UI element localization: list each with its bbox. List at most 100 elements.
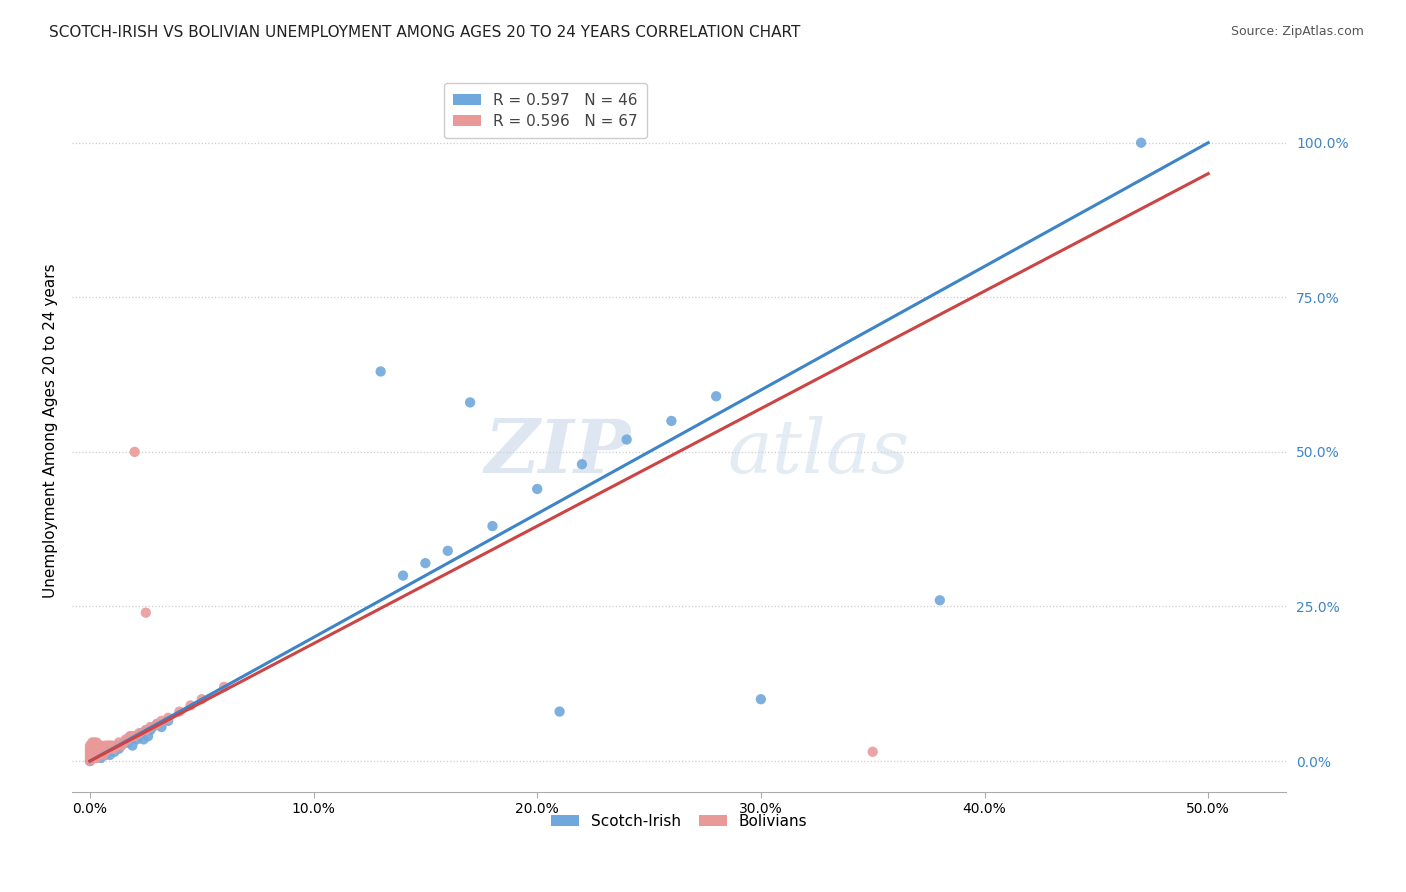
Point [117,735,139,749]
Point [86,747,108,762]
Point [91,745,114,759]
Point [97,741,120,756]
Point [90,751,112,765]
Point [157,711,180,725]
Point [94,745,117,759]
Point [704,389,727,403]
Point [190,692,212,706]
Point [616,433,638,447]
Point [548,705,571,719]
Point [114,732,136,747]
Point [128,726,150,740]
Point [110,739,132,753]
Point [101,741,124,756]
Point [82,735,104,749]
Point [120,729,142,743]
Point [82,741,104,756]
Text: SCOTCH-IRISH VS BOLIVIAN UNEMPLOYMENT AMONG AGES 20 TO 24 YEARS CORRELATION CHAR: SCOTCH-IRISH VS BOLIVIAN UNEMPLOYMENT AM… [49,25,800,40]
Point [125,732,148,747]
Point [121,739,143,753]
Point [79,747,101,762]
Text: atlas: atlas [728,416,910,488]
Point [124,729,146,743]
Point [101,739,124,753]
Point [146,717,169,731]
Point [83,735,105,749]
Point [392,568,415,582]
Point [139,723,162,738]
Point [90,747,112,762]
Point [526,482,548,496]
Point [83,745,105,759]
Point [79,741,101,756]
Point [82,739,104,753]
Point [94,741,117,756]
Point [79,751,101,765]
Point [571,457,593,471]
Point [121,729,143,743]
Point [86,735,108,749]
Point [1130,136,1153,150]
Point [79,754,101,768]
Point [108,741,131,756]
Point [415,556,437,570]
Point [212,680,235,694]
Point [87,739,110,753]
Y-axis label: Unemployment Among Ages 20 to 24 years: Unemployment Among Ages 20 to 24 years [44,263,58,598]
Point [101,741,124,756]
Point [135,606,157,620]
Point [124,729,146,743]
Point [105,739,128,753]
Point [661,414,683,428]
Point [79,745,101,759]
Point [146,717,169,731]
Point [481,519,503,533]
Point [117,732,139,747]
Point [136,729,159,743]
Point [862,745,884,759]
Text: Source: ZipAtlas.com: Source: ZipAtlas.com [1230,25,1364,38]
Point [86,745,108,759]
Point [114,735,136,749]
Point [83,747,105,762]
Point [83,751,105,765]
Point [157,714,180,728]
Point [141,720,163,734]
Point [749,692,772,706]
Point [180,698,202,713]
Point [94,739,117,753]
Point [108,735,131,749]
Point [103,741,125,756]
Point [131,726,153,740]
Point [110,739,132,753]
Point [91,741,114,756]
Point [82,751,104,765]
Point [83,747,105,762]
Point [79,754,101,768]
Point [87,745,110,759]
Point [97,741,120,756]
Point [82,745,104,759]
Point [105,739,128,753]
Point [458,395,481,409]
Point [124,445,146,459]
Point [91,745,114,759]
Point [87,741,110,756]
Point [83,741,105,756]
Point [83,739,105,753]
Point [135,723,157,738]
Point [82,747,104,762]
Point [94,747,117,762]
Point [120,729,142,743]
Point [169,705,191,719]
Point [86,739,108,753]
Point [436,544,458,558]
Point [928,593,950,607]
Point [90,739,112,753]
Point [98,747,121,762]
Point [132,732,155,747]
Point [128,729,150,743]
Point [98,739,121,753]
Point [97,739,120,753]
Point [150,720,173,734]
